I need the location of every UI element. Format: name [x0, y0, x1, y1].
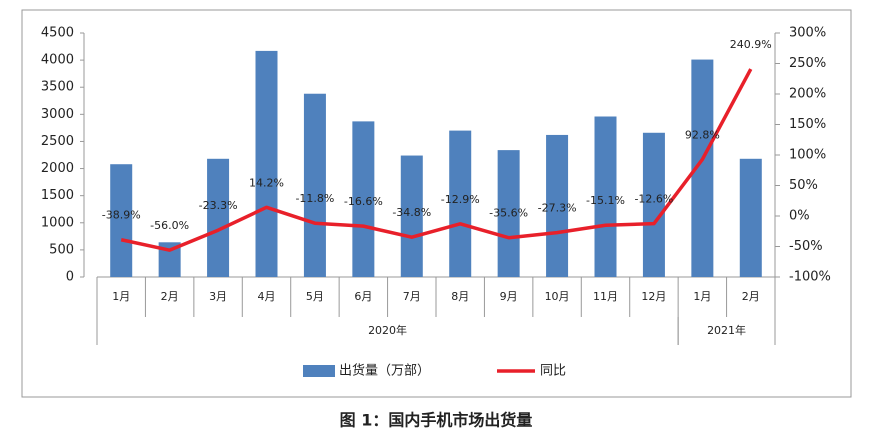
data-label: -23.3%	[199, 199, 238, 212]
y-tick-label: 0	[66, 270, 74, 285]
x-tick-label: 1月	[112, 290, 130, 303]
legend-swatch	[303, 365, 335, 377]
bar	[207, 158, 230, 277]
data-label: -15.1%	[586, 194, 625, 207]
group-label: 2021年	[707, 323, 746, 337]
y2-tick-label: 50%	[789, 178, 818, 193]
bar	[255, 50, 278, 277]
y2-tick-label: 0%	[789, 209, 810, 224]
x-tick-label: 3月	[209, 290, 227, 303]
bar	[642, 132, 665, 277]
legend-label: 同比	[540, 364, 566, 379]
x-tick-label: 2月	[742, 290, 760, 303]
data-label: -16.6%	[344, 195, 383, 208]
data-label: -27.3%	[538, 202, 577, 215]
y2-tick-label: 250%	[789, 56, 826, 71]
bar	[158, 242, 181, 277]
bar	[110, 164, 133, 277]
y-tick-label: 4000	[41, 53, 74, 68]
line	[120, 68, 753, 252]
bar	[546, 134, 569, 277]
data-label: -35.6%	[489, 207, 528, 220]
chart-frame	[21, 9, 852, 398]
y2-tick-label: 150%	[789, 117, 826, 132]
bar	[594, 116, 617, 277]
data-label: 92.8%	[685, 128, 720, 141]
bar	[449, 130, 472, 277]
x-tick-label: 2月	[161, 290, 179, 303]
x-tick-label: 9月	[500, 290, 518, 303]
data-label: -12.9%	[441, 193, 480, 206]
group-label: 2020年	[368, 323, 407, 337]
y2-tick-label: -100%	[789, 270, 831, 285]
bar	[497, 150, 520, 277]
x-tick-label: 10月	[545, 290, 570, 303]
y2-tick-label: 300%	[789, 26, 826, 41]
x-tick-label: 8月	[451, 290, 469, 303]
y-tick-label: 3000	[41, 107, 74, 122]
bar	[739, 158, 762, 277]
data-label: 14.2%	[249, 176, 284, 189]
bar	[352, 121, 375, 277]
data-label: -34.8%	[392, 206, 431, 219]
data-label: -56.0%	[150, 219, 189, 232]
x-tick-label: 7月	[403, 290, 421, 303]
data-label: -11.8%	[295, 192, 334, 205]
y2-tick-label: 200%	[789, 87, 826, 102]
data-label: 240.9%	[730, 38, 772, 51]
y2-tick-label: -50%	[789, 239, 823, 254]
bar	[400, 155, 423, 277]
data-label: -38.9%	[102, 209, 141, 222]
y-tick-label: 1500	[41, 188, 74, 203]
y-tick-label: 2000	[41, 161, 74, 176]
x-tick-label: 5月	[306, 290, 324, 303]
x-tick-label: 4月	[258, 290, 276, 303]
y-tick-label: 3500	[41, 80, 74, 95]
caption: 图 1：国内手机市场出货量	[340, 411, 533, 430]
bar	[303, 93, 326, 278]
legend-label: 出货量（万部）	[339, 363, 430, 379]
y-tick-label: 1000	[41, 215, 74, 230]
bar	[691, 59, 714, 277]
data-label: -12.6%	[634, 193, 673, 206]
y-tick-label: 500	[49, 242, 74, 257]
y2-tick-label: 100%	[789, 148, 826, 163]
y-tick-label: 2500	[41, 134, 74, 149]
x-tick-label: 12月	[641, 290, 666, 303]
y-tick-label: 4500	[41, 26, 74, 41]
x-tick-label: 6月	[354, 290, 372, 303]
x-tick-label: 11月	[593, 290, 618, 303]
x-tick-label: 1月	[693, 290, 711, 303]
